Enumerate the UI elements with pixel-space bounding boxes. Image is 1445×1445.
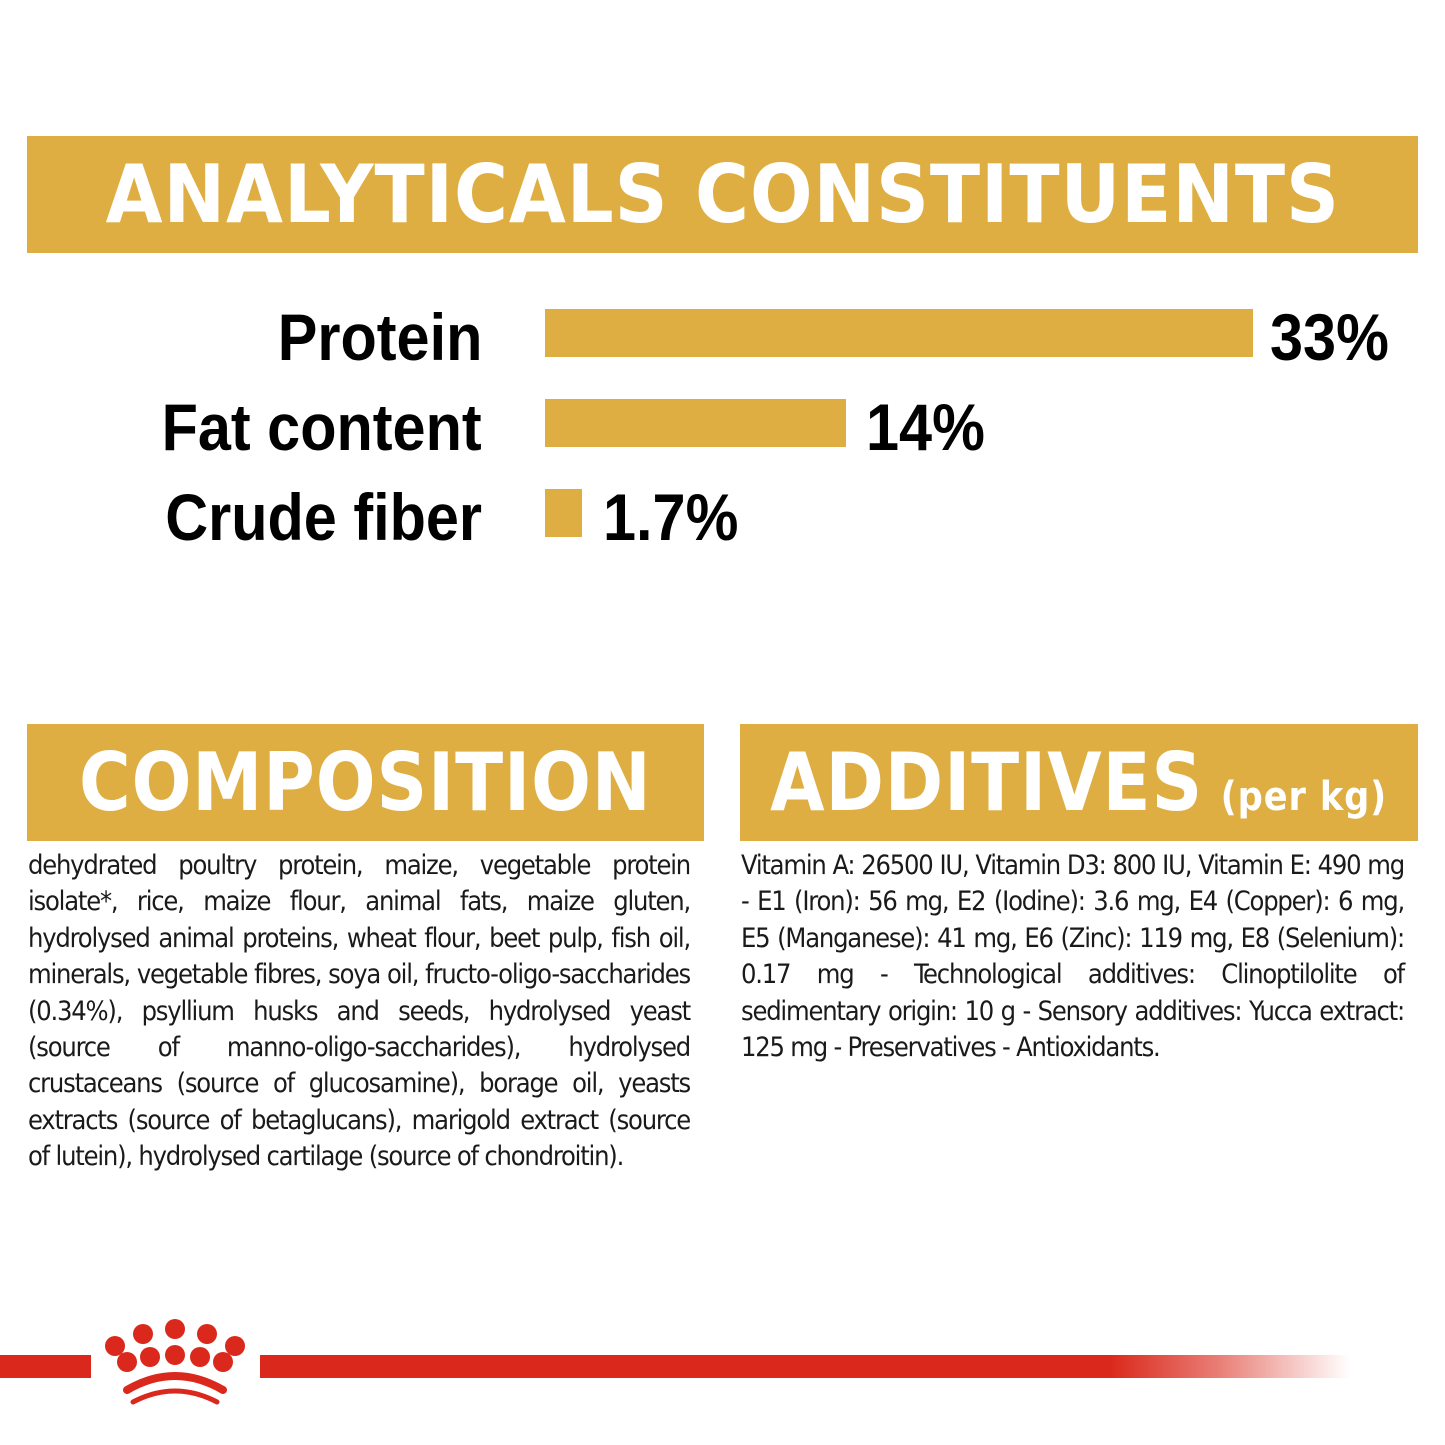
bar-label-fat-content: Fat content [161,390,482,464]
additives-title: ADDITIVES [770,736,1204,829]
bar-label-protein: Protein [277,300,482,374]
bar-label-crude-fiber: Crude fiber [165,480,482,554]
bar-value-fat-content: 14% [866,390,985,464]
analytical-constituents-header: ANALYTICALS CONSTITUENTS [27,136,1418,253]
analytical-constituents-title: ANALYTICALS CONSTITUENTS [105,148,1340,241]
composition-title: COMPOSITION [79,736,652,829]
bar-row-protein: Protein 33% [0,300,1445,374]
bar-fat-content [545,399,846,447]
bar-crude-fiber [545,489,582,537]
brand-line-right [260,1355,1350,1378]
bar-protein [545,309,1253,357]
brand-line-left [0,1355,91,1378]
additives-text: Vitamin A: 26500 IU, Vitamin D3: 800 IU,… [741,850,1405,1064]
additives-title-group: ADDITIVES (per kg) [770,736,1387,829]
bar-value-protein: 33% [1270,300,1389,374]
composition-header: COMPOSITION [27,724,704,841]
composition-text: dehydrated poultry protein, maize, veget… [28,850,691,1173]
bar-row-fat-content: Fat content 14% [0,390,1445,464]
bar-row-crude-fiber: Crude fiber 1.7% [0,480,1445,554]
royal-canin-crown-icon [105,1319,245,1405]
additives-header: ADDITIVES (per kg) [740,724,1418,841]
bar-value-crude-fiber: 1.7% [603,480,739,554]
additives-subtitle: (per kg) [1221,774,1388,820]
